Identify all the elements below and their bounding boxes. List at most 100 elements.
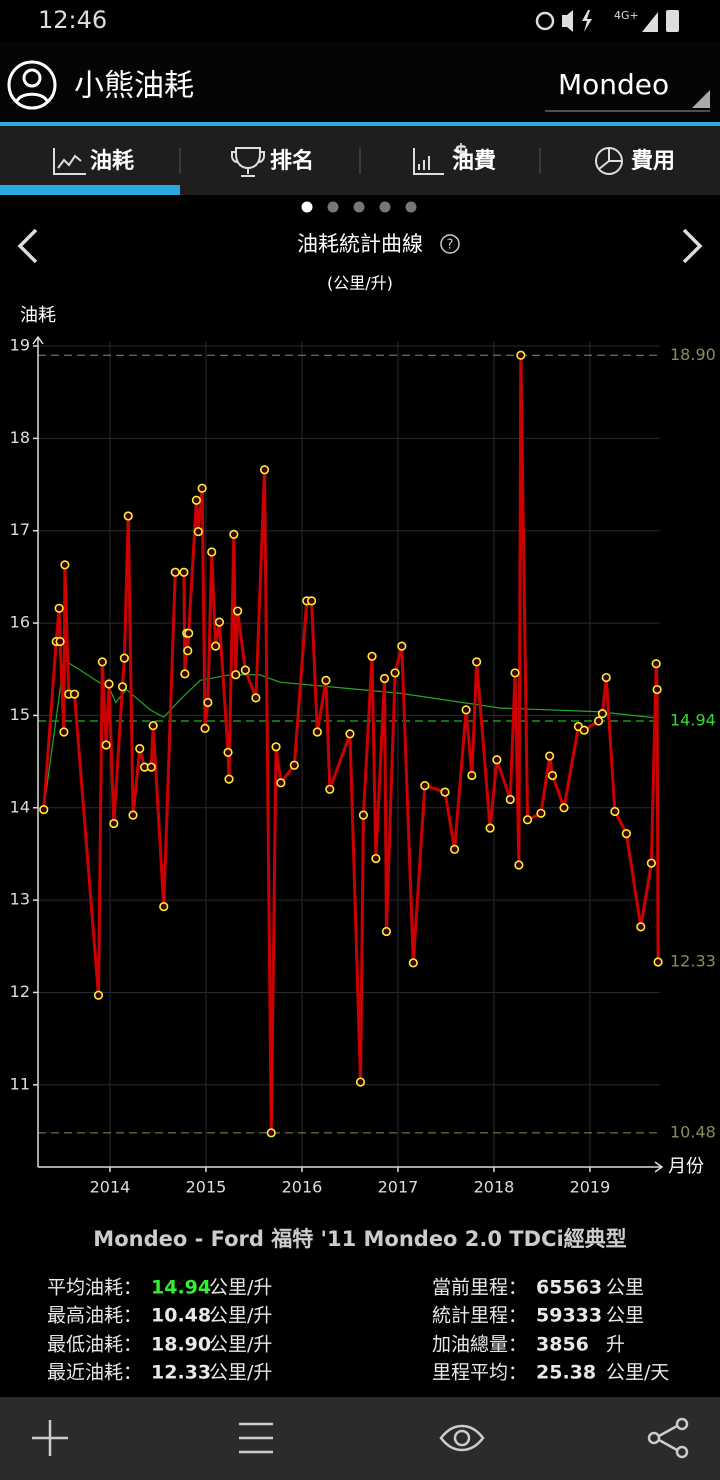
data-point	[271, 742, 281, 752]
stat-value: 25.38	[536, 1362, 596, 1384]
stat-value: 18.90	[151, 1334, 211, 1356]
series-line	[43, 659, 659, 810]
data-point	[183, 646, 193, 656]
chart-subtitle: (公里/升)	[327, 274, 393, 293]
reference-label: 12.33	[670, 951, 716, 970]
data-point	[266, 1128, 276, 1138]
data-point	[231, 670, 241, 680]
data-point	[200, 723, 210, 733]
data-point	[420, 780, 430, 791]
add-button[interactable]	[32, 1420, 68, 1456]
data-point	[579, 725, 589, 735]
data-point	[355, 1077, 366, 1087]
stat-unit: 公里	[606, 1277, 644, 1299]
data-point	[203, 697, 213, 708]
stat-unit: 升	[606, 1334, 625, 1356]
axes	[32, 335, 664, 1173]
clock: 12:46	[38, 6, 107, 34]
y-tick-label: 14	[10, 797, 30, 816]
data-point	[207, 547, 217, 557]
next-button[interactable]	[682, 228, 703, 264]
data-point	[397, 641, 407, 651]
stat-value: 65563	[536, 1277, 602, 1299]
data-point	[123, 511, 133, 521]
tab[interactable]: 油耗	[90, 148, 134, 174]
stat-label: 當前里程：	[432, 1277, 527, 1299]
data-point	[514, 860, 524, 870]
x-tick-label: 2018	[474, 1178, 515, 1197]
profile-icon[interactable]	[7, 60, 57, 110]
data-point	[240, 665, 250, 675]
active-tab-indicator	[0, 185, 180, 195]
data-point	[289, 760, 299, 770]
data-point	[97, 657, 107, 667]
data-point	[636, 922, 646, 932]
share-button[interactable]	[647, 1417, 689, 1459]
reference-label: 18.90	[670, 345, 716, 364]
data-point	[306, 596, 317, 606]
tab[interactable]: 排名	[270, 148, 314, 174]
car-selector[interactable]: Mondeo	[558, 68, 669, 101]
data-point	[651, 659, 661, 669]
data-point	[148, 720, 158, 731]
bottom-nav	[0, 1397, 720, 1480]
tab-separators	[179, 148, 541, 174]
y-tick-label: 13	[10, 890, 30, 909]
data-point	[312, 727, 322, 737]
data-point	[652, 684, 662, 695]
data-point	[367, 651, 377, 661]
data-point	[440, 787, 450, 797]
stat-label: 平均油耗：	[47, 1277, 142, 1299]
data-point	[390, 668, 400, 678]
stat-unit: 公里/天	[606, 1362, 669, 1384]
data-point	[601, 672, 611, 683]
stat-label: 里程平均：	[432, 1362, 527, 1384]
stat-value: 3856	[536, 1334, 589, 1356]
help-icon[interactable]	[440, 234, 460, 254]
page-indicator	[301, 201, 417, 213]
menu-button[interactable]	[239, 1422, 273, 1454]
data-point	[510, 668, 520, 678]
y-tick-label: 12	[10, 982, 30, 1001]
data-point	[146, 762, 156, 772]
tab[interactable]: 費用	[631, 149, 675, 174]
prev-button[interactable]	[17, 228, 38, 264]
data-point	[251, 693, 261, 703]
data-point	[321, 675, 331, 685]
data-point	[449, 844, 460, 854]
data-point	[492, 755, 502, 765]
data-point	[184, 628, 194, 638]
data-point	[69, 689, 80, 699]
data-point	[646, 858, 656, 868]
header-divider	[0, 122, 720, 126]
y-tick-label: 17	[10, 520, 30, 539]
reference-label: 10.48	[670, 1122, 716, 1141]
y-tick-label: 18	[10, 428, 30, 447]
view-button[interactable]	[439, 1424, 485, 1452]
data-point	[223, 747, 233, 757]
data-point	[170, 567, 180, 577]
data-point	[117, 682, 128, 692]
data-point	[54, 603, 64, 613]
data-point	[210, 641, 221, 651]
data-point	[325, 784, 335, 794]
car-description: Mondeo - Ford 福特 '11 Mondeo 2.0 TDCi經典型	[93, 1227, 626, 1251]
data-point	[522, 815, 533, 825]
x-tick-label: 2017	[378, 1178, 419, 1197]
tab[interactable]: 油費	[452, 149, 496, 174]
stat-value: 59333	[536, 1305, 602, 1327]
data-point	[381, 926, 392, 937]
stat-label: 最高油耗：	[47, 1305, 142, 1327]
data-point	[60, 560, 70, 570]
x-tick-label: 2016	[282, 1178, 323, 1197]
data-point	[276, 778, 286, 788]
tab-icons	[53, 147, 623, 177]
dollar-glyph: $	[454, 140, 468, 164]
help-glyph: ?	[447, 238, 454, 253]
data-point	[119, 653, 129, 663]
app-title: 小熊油耗	[74, 69, 194, 104]
y-axis-label: 油耗	[20, 305, 56, 326]
data-point	[224, 774, 234, 784]
data-point	[259, 465, 270, 475]
